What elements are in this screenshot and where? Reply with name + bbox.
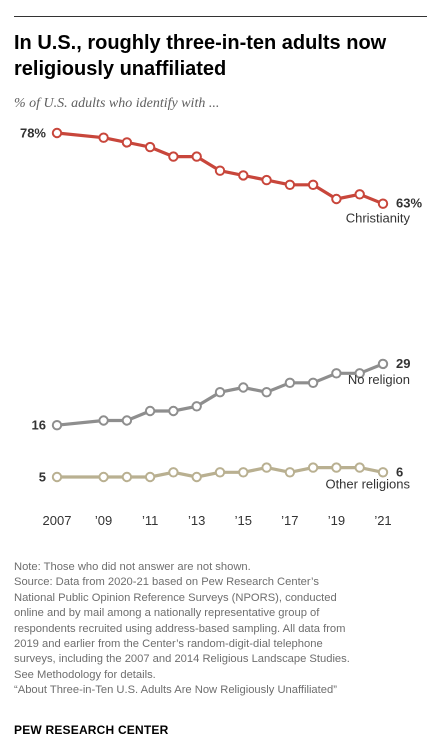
christianity-start-label: 78% bbox=[20, 126, 46, 141]
x-tick-label: ’13 bbox=[188, 513, 205, 528]
note-line: online and by mail among a nationally re… bbox=[14, 607, 320, 620]
no-religion-point bbox=[377, 358, 389, 370]
chart-title: In U.S., roughly three-in-ten adults now… bbox=[14, 32, 387, 80]
christianity-point bbox=[261, 174, 272, 186]
no-religion-point bbox=[121, 415, 133, 426]
note-line: National Public Opinion Reference Survey… bbox=[14, 591, 337, 604]
note-line: “About Three-in-Ten U.S. Adults Are Now … bbox=[14, 684, 337, 697]
chart-note: Note: Those who did not answer are not s… bbox=[14, 560, 428, 699]
no-religion-point bbox=[307, 377, 319, 388]
other-religions-series-label: Other religions bbox=[325, 476, 410, 491]
no-religion-series-label: No religion bbox=[348, 372, 410, 387]
note-line: respondents recruited using address-base… bbox=[14, 622, 346, 635]
christianity-point bbox=[377, 198, 389, 209]
other-religions-point bbox=[238, 467, 249, 478]
x-tick-label: ’21 bbox=[374, 513, 391, 528]
no-religion-point bbox=[191, 401, 202, 412]
no-religion-point bbox=[331, 368, 342, 379]
no-religion-point bbox=[354, 368, 365, 379]
source-footer: PEW RESEARCH CENTER bbox=[14, 723, 169, 737]
x-tick-label: 2007 bbox=[43, 513, 72, 528]
other-religions-point bbox=[214, 467, 226, 478]
no-religion-end-label: 29 bbox=[396, 356, 410, 371]
other-religions-point bbox=[121, 471, 133, 483]
other-religions-point bbox=[261, 462, 272, 473]
no-religion-point bbox=[144, 405, 156, 417]
christianity-point bbox=[331, 193, 342, 205]
other-religions-point bbox=[307, 462, 319, 473]
top-rule bbox=[14, 16, 427, 17]
note-line: 2019 and earlier from the Center’s rando… bbox=[14, 638, 323, 651]
no-religion-point bbox=[168, 405, 179, 417]
no-religion-point bbox=[51, 420, 63, 431]
note-line: Note: Those who did not answer are not s… bbox=[14, 561, 251, 573]
no-religion-point bbox=[261, 387, 272, 398]
other-religions-point bbox=[144, 471, 156, 483]
christianity-point bbox=[144, 141, 156, 153]
x-tick-label: ’11 bbox=[142, 513, 158, 528]
christianity-point bbox=[354, 189, 365, 200]
christianity-point bbox=[284, 179, 296, 191]
no-religion-point bbox=[284, 377, 296, 388]
other-religions-start-label: 5 bbox=[39, 470, 46, 485]
note-line: Source: Data from 2020-21 based on Pew R… bbox=[14, 576, 319, 589]
other-religions-point bbox=[331, 462, 342, 473]
no-religion-point bbox=[214, 387, 226, 398]
note-line: See Methodology for details. bbox=[14, 668, 156, 681]
christianity-point bbox=[307, 179, 319, 191]
other-religions-point bbox=[377, 467, 389, 478]
no-religion-start-label: 16 bbox=[32, 418, 46, 433]
x-tick-label: ’17 bbox=[281, 513, 298, 528]
other-religions-point bbox=[98, 471, 109, 483]
christianity-point bbox=[191, 151, 202, 162]
christianity-point bbox=[168, 151, 179, 162]
no-religion-point bbox=[98, 415, 109, 426]
no-religion-point bbox=[238, 382, 249, 393]
other-religions-point bbox=[284, 467, 296, 478]
christianity-point bbox=[98, 132, 109, 143]
christianity-point bbox=[51, 127, 63, 139]
x-tick-label: ’19 bbox=[328, 513, 345, 528]
christianity-point bbox=[214, 165, 226, 176]
other-religions-point bbox=[51, 471, 63, 483]
other-religions-end-label: 6 bbox=[396, 464, 403, 479]
chart-subtitle: % of U.S. adults who identify with ... bbox=[14, 96, 220, 111]
x-tick-label: ’09 bbox=[95, 513, 112, 528]
other-religions-point bbox=[168, 467, 179, 478]
x-tick-label: ’15 bbox=[235, 513, 252, 528]
note-line: surveys, including the 2007 and 2014 Rel… bbox=[14, 653, 350, 666]
christianity-point bbox=[238, 170, 249, 181]
christianity-end-label: 63% bbox=[396, 196, 422, 211]
other-religions-point bbox=[354, 462, 365, 473]
christianity-point bbox=[121, 137, 133, 148]
other-religions-point bbox=[191, 471, 202, 483]
christianity-series-label: Christianity bbox=[346, 211, 411, 226]
